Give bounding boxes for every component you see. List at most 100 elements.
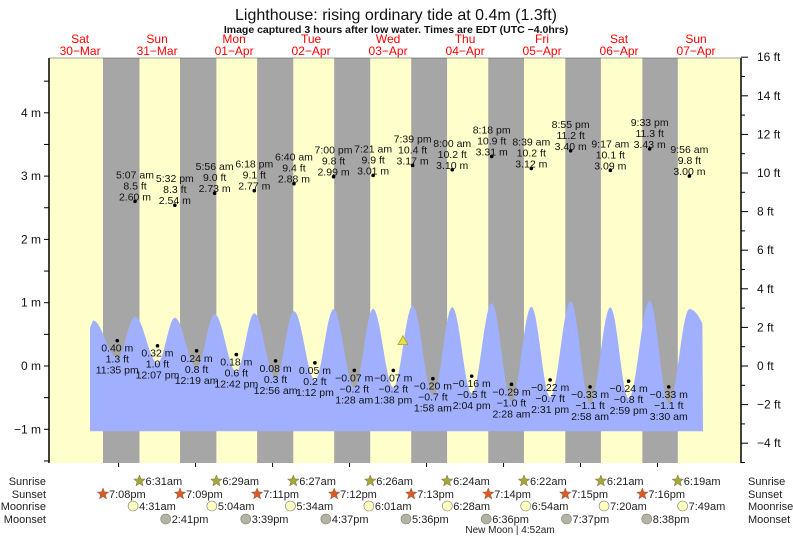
sunrise-time: 6:29am <box>222 476 259 488</box>
high-tide-time: 6:40 am <box>275 152 313 164</box>
sunset-icon <box>96 487 110 500</box>
low-tide-time: 2:04 pm <box>453 400 491 412</box>
sunset-time: 7:09pm <box>186 489 223 501</box>
plot-area <box>49 58 741 463</box>
high-tide-point <box>331 174 336 179</box>
low-tide-time: 2:28 am <box>492 408 530 420</box>
day-label-date: 06−Apr <box>600 44 639 58</box>
moonrise-icon <box>206 500 218 512</box>
sunrise-icon <box>594 474 608 487</box>
day-label-weekday: Sat <box>610 32 629 46</box>
left-axis-label: 4 m <box>21 106 41 120</box>
high-tide-ft: 9.1 ft <box>243 170 266 182</box>
high-tide-m: 2.99 m <box>317 167 349 179</box>
row-label-moonrise: Moonrise <box>1 501 46 513</box>
high-tide-point <box>529 166 534 171</box>
day-label-weekday: Sun <box>685 32 706 46</box>
low-tide-ft: 0.3 ft <box>264 374 287 386</box>
low-tide-m: −0.22 m <box>531 382 569 394</box>
day-label-date: 30−Mar <box>60 44 101 58</box>
low-tide-point <box>391 368 396 373</box>
low-tide-time: 12:07 pm <box>136 370 180 382</box>
low-tide-m: 0.24 m <box>181 353 213 365</box>
sunrise-icon <box>517 474 531 487</box>
sunset-time: 7:12pm <box>340 489 377 501</box>
high-tide-ft: 10.2 ft <box>438 149 467 161</box>
day-label-date: 02−Apr <box>292 44 331 58</box>
day-label-weekday: Mon <box>222 32 245 46</box>
moonrise-icon <box>520 500 531 512</box>
day-label-date: 04−Apr <box>446 44 485 58</box>
high-tide-ft: 11.3 ft <box>635 128 663 140</box>
moonrise-icon <box>677 500 688 512</box>
low-tide-point <box>588 385 592 389</box>
moonrise-time: 5:34am <box>296 501 333 513</box>
high-tide-ft: 8.5 ft <box>123 180 146 192</box>
sunrise-icon <box>133 474 146 487</box>
low-tide-point <box>469 374 474 378</box>
moonrise-time: 7:49am <box>689 501 726 513</box>
low-tide-point <box>234 352 239 357</box>
moonset-icon <box>561 513 572 525</box>
moonrise-time: 6:54am <box>532 501 569 513</box>
right-axis-label: 4 ft <box>757 282 774 296</box>
moon-phase: New Moon | 4:52am <box>465 525 554 536</box>
moonrise-icon <box>285 500 296 512</box>
row-label-sunrise: Sunrise <box>9 476 46 488</box>
high-tide-m: 2.77 m <box>238 181 270 193</box>
low-tide-time: 1:12 pm <box>296 387 334 399</box>
high-tide-ft: 9.8 ft <box>678 155 701 167</box>
moonset-time: 2:41pm <box>172 514 209 526</box>
sunset-icon <box>559 487 572 500</box>
high-tide-time: 5:07 am <box>116 169 154 181</box>
chart-title: Lighthouse: rising ordinary tide at 0.4m… <box>235 7 557 24</box>
right-axis-label: −4 ft <box>757 436 781 450</box>
high-tide-point <box>371 173 375 178</box>
low-tide-m: 0.32 m <box>141 348 173 360</box>
moonrise-icon <box>598 500 610 512</box>
high-tide-point <box>687 174 692 178</box>
day-label-date: 05−Apr <box>523 44 562 58</box>
moonset-icon <box>240 513 252 525</box>
sunset-time: 7:16pm <box>648 489 685 501</box>
low-tide-m: −0.29 m <box>492 386 530 398</box>
high-tide-point <box>410 163 415 168</box>
high-tide-point <box>252 188 257 193</box>
low-tide-time: 3:30 am <box>650 411 688 423</box>
moonrise-icon <box>127 500 139 512</box>
sunrise-time: 6:24am <box>453 476 490 488</box>
right-axis-label: 16 ft <box>757 50 781 64</box>
right-axis-label: 2 ft <box>757 320 774 334</box>
axes: 4 m 3 m 2 m 1 m 0 m −1 m 16 ft 14 ft 12 ft 10 ft 8… <box>14 32 781 467</box>
moonrise-time: 5:04am <box>218 501 255 513</box>
low-tide-m: −0.07 m <box>335 372 373 384</box>
low-tide-time: 12:42 pm <box>214 379 258 391</box>
high-tide-time: 5:56 am <box>196 161 234 173</box>
row-label-right-moonset: Moonset <box>748 514 790 526</box>
right-axis-label: 10 ft <box>757 166 781 180</box>
low-tide-m: −0.24 m <box>609 383 647 395</box>
low-tide-ft: −0.5 ft <box>457 389 487 401</box>
low-tide-time: 1:28 am <box>335 394 373 406</box>
low-tide-m: 0.18 m <box>220 357 252 369</box>
low-tide-point <box>548 378 552 382</box>
day-label-date: 01−Apr <box>215 44 254 58</box>
high-tide-m: 2.88 m <box>278 174 310 186</box>
high-tide-time: 8:18 pm <box>473 124 511 136</box>
sunset-icon <box>636 487 649 500</box>
high-tide-point <box>212 191 217 195</box>
sunrise-icon <box>440 474 454 487</box>
low-tide-ft: 0.8 ft <box>185 364 208 376</box>
low-tide-ft: 1.3 ft <box>106 354 129 366</box>
row-label-sunset: Sunset <box>12 489 46 501</box>
high-tide-ft: 10.4 ft <box>398 144 427 156</box>
high-tide-ft: 9.9 ft <box>361 154 384 166</box>
sunset-icon <box>482 487 495 500</box>
sun-moon-rows: Sunrise Sunrise 6:31am 6:29am 6:27am 6:26am 6:… <box>1 474 793 526</box>
sunrise-time: 6:19am <box>684 476 721 488</box>
high-tide-point <box>292 181 296 186</box>
moonrise-icon <box>363 500 375 512</box>
sunset-time: 7:15pm <box>571 489 608 501</box>
